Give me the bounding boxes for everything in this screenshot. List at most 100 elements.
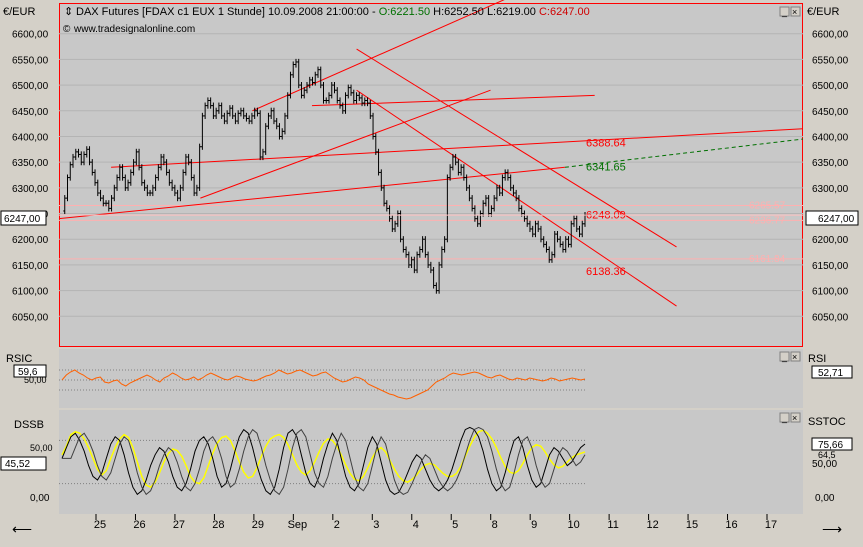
scroll-right-icon[interactable]: ⟶: [822, 521, 842, 537]
rsi-series: [61, 369, 586, 400]
price-tick-left: 6150,00: [12, 261, 49, 272]
chart-header: ⇕ DAX Futures [FDAX c1 EUX 1 Stunde] 10.…: [63, 6, 590, 35]
scroll-left-icon[interactable]: ⟵: [12, 521, 32, 537]
stoch-label-left: DSSB: [14, 419, 44, 431]
price-tick-left: 6300,00: [12, 184, 49, 195]
minimize-icon: _: [781, 7, 788, 17]
trendline[interactable]: [252, 0, 520, 112]
rsi-label-left: RSIC: [6, 353, 32, 365]
price-pane-controls: _ ×: [779, 6, 801, 17]
x-axis-label: Sep: [288, 519, 308, 531]
rsi-pane-bg[interactable]: [59, 349, 803, 408]
stochastic-series: [61, 426, 586, 496]
price-tick-left: 6600,00: [12, 30, 49, 41]
trendline[interactable]: [111, 128, 804, 168]
stoch-value-box-left: [0, 456, 47, 471]
price-unit-left: €/EUR: [3, 6, 35, 18]
level-label-right: 6265.57: [749, 201, 786, 212]
x-axis: 25 26 27 28 29 Sep 2 3 4 5 8 9 10 11 12 15 16 17: [94, 514, 777, 531]
x-axis-label: 27: [173, 519, 185, 531]
close-button[interactable]: [790, 6, 801, 17]
x-axis-label: 8: [492, 519, 498, 531]
minimize-button[interactable]: [779, 412, 790, 423]
x-axis-label: 29: [252, 519, 264, 531]
stoch-tick-left-50: 50,00: [30, 443, 53, 453]
price-tick-right: 6550,00: [812, 55, 849, 66]
price-tick-right: 6500,00: [812, 81, 849, 92]
price-tick-left: 6550,00: [12, 55, 49, 66]
current-price-right: 6247,00: [818, 214, 855, 225]
price-unit-right: €/EUR: [807, 6, 839, 18]
price-tick-left: 6100,00: [12, 287, 49, 298]
stoch-value-right-3: 50,00: [812, 459, 837, 470]
price-tick-right: 6050,00: [812, 312, 849, 323]
price-tick-right: 6350,00: [812, 158, 849, 169]
price-tick-right: 6450,00: [812, 107, 849, 118]
stoch-tick-left-0: 0,00: [30, 493, 50, 504]
current-price-left: 6247,00: [4, 214, 41, 225]
dssb-signal-line: [62, 426, 586, 496]
trendlines: 6265.576236.776161.846388.646341.656248.…: [58, 0, 804, 307]
price-tick-right: 6200,00: [812, 235, 849, 246]
minimize-button[interactable]: [779, 6, 790, 17]
website-link[interactable]: www.tradesignalonline.com: [73, 24, 195, 35]
copyright-icon: ©: [63, 24, 71, 35]
x-axis-label: 11: [607, 519, 618, 531]
stoch-value-right-2: 64,5: [818, 450, 836, 460]
level-label: 6341.65: [586, 161, 626, 173]
price-tick-left: 6350,00: [12, 158, 49, 169]
rsi-value-right: 52,71: [818, 368, 843, 379]
price-pane-frame: [59, 3, 803, 347]
x-axis-label: 15: [686, 519, 698, 531]
x-axis-label: 2: [334, 519, 340, 531]
price-pane-bg[interactable]: [59, 3, 803, 347]
x-axis-label: 16: [725, 519, 737, 531]
forecast-line[interactable]: [564, 138, 804, 168]
price-tick-right: 6150,00: [812, 261, 849, 272]
trendline[interactable]: [356, 48, 677, 248]
level-label: 6138.36: [586, 266, 626, 278]
dssb-line: [61, 426, 586, 496]
sstoc-line: [61, 429, 586, 489]
minimize-button[interactable]: [779, 351, 790, 362]
price-axis-ticks: 6600,00 6600,00 6550,00 6550,00 6500,00 6500,…: [12, 30, 849, 324]
close-icon: ×: [792, 413, 797, 423]
chart-icon: ⇕: [64, 6, 73, 18]
rsi-value-box-right: [811, 365, 853, 379]
trendline[interactable]: [58, 166, 565, 220]
price-tick-left: 6200,00: [12, 235, 49, 246]
close-button[interactable]: [790, 351, 801, 362]
price-tick-right: 6300,00: [812, 184, 849, 195]
price-tick-left: 6450,00: [12, 107, 49, 118]
stoch-pane-controls: _ ×: [779, 412, 801, 423]
price-tick-left: 6500,00: [12, 81, 49, 92]
x-axis-label: 3: [373, 519, 379, 531]
trendline[interactable]: [311, 94, 595, 107]
price-tick-left: 6050,00: [12, 312, 49, 323]
rsi-pane-controls: _ ×: [779, 351, 801, 362]
x-axis-label: 12: [646, 519, 658, 531]
x-axis-label: 28: [212, 519, 224, 531]
close-icon: ×: [792, 352, 797, 362]
x-axis-label: 10: [568, 519, 580, 531]
price-tick-right: 6400,00: [812, 132, 849, 143]
trendline[interactable]: [200, 89, 491, 199]
level-label-right: 6161.84: [749, 254, 786, 265]
close-button[interactable]: [790, 412, 801, 423]
chart-title: DAX Futures [FDAX c1 EUX 1 Stunde] 10.09…: [76, 6, 590, 18]
close-icon: ×: [792, 7, 797, 17]
level-label-right: 6236.77: [749, 215, 786, 226]
x-axis-label: 26: [133, 519, 145, 531]
stoch-label-right: SSTOC: [808, 416, 846, 428]
stoch-value-right-1: 75,66: [818, 440, 843, 451]
x-axis-label: 17: [765, 519, 777, 531]
x-axis-label: 4: [413, 519, 419, 531]
minimize-icon: _: [781, 413, 788, 423]
stoch-value-box-right: [811, 437, 853, 451]
minimize-icon: _: [781, 352, 788, 362]
current-price-box-left: [0, 210, 47, 226]
x-axis-label: 5: [452, 519, 458, 531]
price-tick-right: 6100,00: [812, 287, 849, 298]
